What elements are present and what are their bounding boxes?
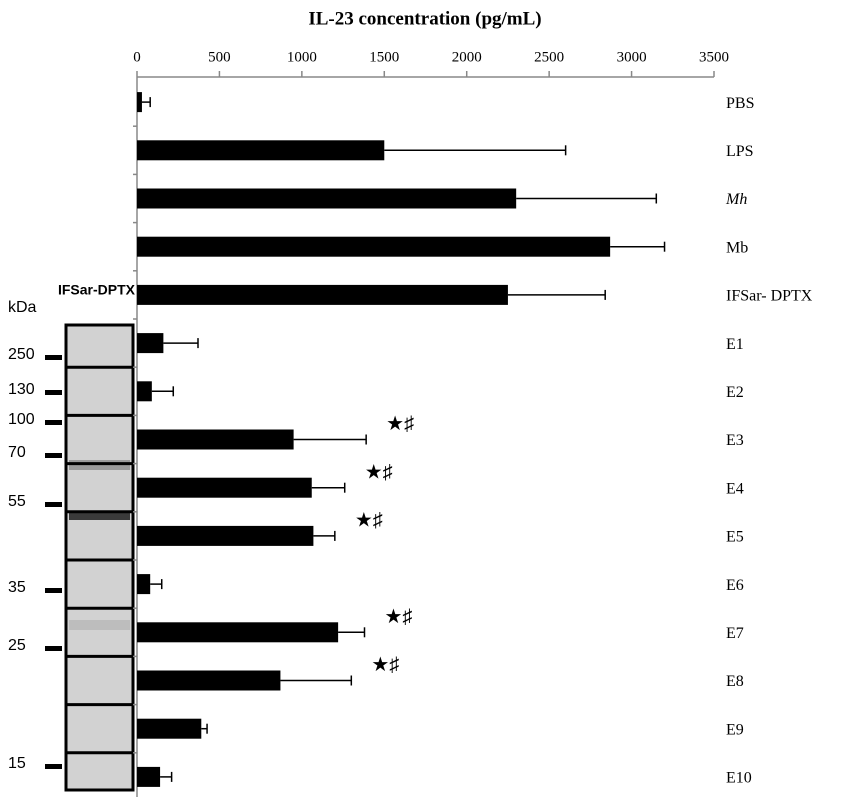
category-label: PBS (726, 95, 754, 112)
marker-dash (45, 588, 62, 593)
bar (137, 719, 201, 739)
marker-label: 25 (8, 637, 26, 654)
bar (137, 574, 150, 594)
marker-label: 55 (8, 493, 26, 510)
marker-label: 35 (8, 579, 26, 596)
marker-dash (45, 502, 62, 507)
category-label: Mb (726, 239, 748, 256)
category-label: E9 (726, 721, 744, 738)
error-bar (508, 290, 605, 300)
marker-dash (45, 453, 62, 458)
category-label: E2 (726, 384, 744, 401)
gel-band (69, 620, 130, 630)
error-bar (280, 676, 351, 686)
marker-dash (45, 420, 62, 425)
marker-label: 15 (8, 755, 26, 772)
category-label: E6 (726, 577, 744, 594)
x-tick-label: 3000 (617, 49, 647, 65)
gel (66, 325, 133, 790)
x-tick-label: 2500 (534, 49, 564, 65)
chart-title: IL-23 concentration (pg/mL) (308, 8, 541, 29)
annotation: ★♯ (355, 509, 383, 531)
annotation: ★♯ (386, 413, 414, 435)
error-bar (610, 242, 664, 252)
error-bar (142, 97, 150, 107)
marker-dash (45, 764, 62, 769)
figure: IL-23 concentration (pg/mL) IFSar-DPTX k… (0, 0, 845, 797)
error-bar (313, 531, 334, 541)
category-label: E8 (726, 673, 744, 690)
x-tick-label: 0 (133, 49, 141, 65)
category-label: LPS (726, 143, 754, 160)
error-bar (338, 627, 364, 637)
bar (137, 671, 280, 691)
bar (137, 333, 163, 353)
error-bar (384, 145, 565, 155)
error-bar (150, 579, 162, 589)
gel-unit: kDa (8, 299, 37, 316)
annotation: ★♯ (385, 606, 413, 628)
marker-dash (45, 355, 62, 360)
error-bar (160, 772, 172, 782)
x-tick-label: 1500 (369, 49, 399, 65)
bar (137, 767, 160, 787)
error-bar (201, 724, 207, 734)
category-label: E7 (726, 625, 744, 642)
error-bar (163, 338, 198, 348)
error-bar (294, 435, 367, 445)
error-bar (152, 386, 173, 396)
category-label: E10 (726, 770, 752, 787)
bar (137, 526, 313, 546)
annotation: ★♯ (365, 461, 393, 483)
marker-dash (45, 390, 62, 395)
bar (137, 478, 312, 498)
marker-dash (45, 646, 62, 651)
category-label: E4 (726, 480, 744, 497)
bar (137, 430, 294, 450)
bar (137, 140, 384, 160)
gel-frame (66, 325, 133, 790)
marker-label: 70 (8, 444, 26, 461)
x-tick-label: 2000 (452, 49, 482, 65)
marker-label: 130 (8, 381, 35, 398)
x-tick-label: 3500 (699, 49, 729, 65)
annotation: ★♯ (371, 654, 399, 676)
error-bar (312, 483, 345, 493)
x-tick-label: 1000 (287, 49, 317, 65)
marker-label: 100 (8, 411, 35, 428)
bar (137, 381, 152, 401)
bar (137, 189, 516, 209)
category-label: IFSar- DPTX (726, 288, 813, 305)
x-tick-label: 500 (208, 49, 231, 65)
bar (137, 237, 610, 257)
category-label: E3 (726, 432, 744, 449)
bar (137, 285, 508, 305)
error-bar (516, 194, 656, 204)
marker-label: 250 (8, 346, 35, 363)
gel-label: IFSar-DPTX (58, 282, 136, 298)
category-label: E1 (726, 336, 744, 353)
category-label: Mh (725, 191, 747, 208)
bar (137, 92, 142, 112)
category-label: E5 (726, 529, 744, 546)
bar (137, 622, 338, 642)
